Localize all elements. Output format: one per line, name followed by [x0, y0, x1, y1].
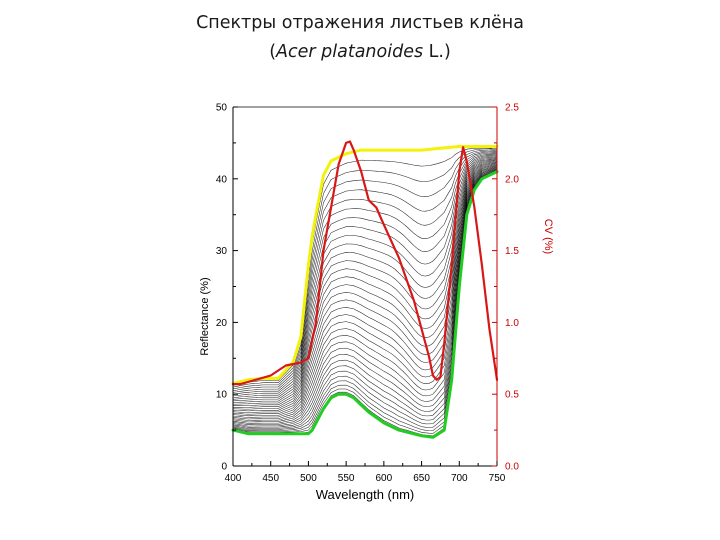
slide-title-line2: (Acer platanoides L.) — [0, 40, 720, 64]
lower-envelope-line — [231, 170, 499, 439]
x-tick-label: 600 — [376, 473, 393, 484]
spectrum-line — [232, 163, 498, 418]
spectra-family — [232, 147, 498, 437]
spectrum-line — [232, 167, 498, 425]
spectrum-line — [232, 148, 498, 388]
spectrum-line — [232, 147, 498, 386]
spectrum-line — [232, 150, 498, 391]
y-axis-label: Reflectance (%) — [199, 277, 211, 355]
y-tick-label: 20 — [216, 318, 228, 329]
spectrum-line — [232, 160, 498, 412]
x-axis-label: Wavelength (nm) — [316, 487, 415, 502]
y-tick-label: 40 — [216, 174, 228, 185]
spectrum-line — [232, 149, 498, 390]
spectrum-line — [232, 168, 498, 429]
y-tick-label: 10 — [216, 390, 228, 401]
species-name: Acer platanoides — [276, 42, 424, 62]
spectrum-line — [232, 162, 498, 415]
x-tick-label: 400 — [225, 473, 242, 484]
chart-series — [231, 140, 499, 439]
upper-envelope-line — [231, 145, 499, 385]
spectrum-line — [232, 165, 498, 421]
y-tick-label: 0 — [221, 462, 227, 473]
y2-tick-label: 0.5 — [505, 390, 519, 401]
chart-axes — [232, 106, 498, 467]
y2-tick-label: 2.0 — [505, 174, 519, 185]
spectrum-line — [232, 152, 498, 395]
x-tick-label: 450 — [262, 473, 279, 484]
spectrum-line — [232, 164, 498, 420]
x-tick-label: 500 — [300, 473, 317, 484]
spectrum-line — [232, 153, 498, 398]
y2-axis-label: CV (%) — [542, 219, 554, 254]
spectrum-line — [233, 159, 498, 408]
x-tick-label: 700 — [451, 473, 468, 484]
spectrum-line — [232, 167, 498, 427]
x-tick-label: 650 — [413, 473, 430, 484]
spectrum-line — [232, 159, 498, 410]
y2-tick-label: 0.0 — [505, 462, 519, 473]
spectrum-line — [232, 166, 498, 424]
y-tick-label: 50 — [216, 103, 228, 114]
title-prefix: ( — [269, 42, 277, 62]
x-tick-label: 750 — [489, 473, 506, 484]
y2-tick-label: 2.5 — [505, 103, 519, 114]
spectrum-line — [232, 165, 498, 423]
spectrum-line — [232, 155, 498, 402]
cv-curve-line — [231, 140, 499, 386]
spectrum-line — [232, 163, 498, 417]
title-suffix: L.) — [423, 42, 451, 62]
spectrum-line — [232, 154, 498, 400]
slide-title-line1: Спектры отражения листьев клёна — [196, 13, 524, 33]
y2-tick-label: 1.5 — [505, 246, 519, 257]
spectrum-line — [232, 161, 498, 413]
spectrum-line — [232, 168, 498, 428]
x-tick-label: 550 — [338, 473, 355, 484]
spectrum-line — [232, 152, 498, 397]
spectrum-line — [232, 151, 498, 393]
y2-tick-label: 1.0 — [505, 318, 519, 329]
y-tick-label: 30 — [216, 246, 228, 257]
